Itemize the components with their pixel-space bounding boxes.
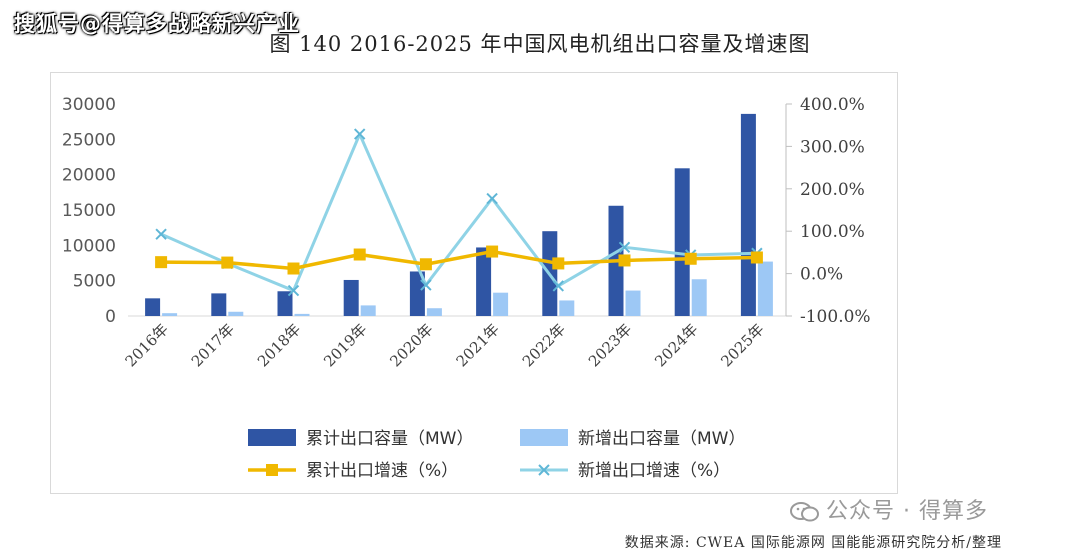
point-cumulative-growth bbox=[684, 252, 697, 265]
bar-cumulative bbox=[145, 298, 161, 316]
x-category-label: 2022年 bbox=[519, 320, 569, 370]
bar-cumulative bbox=[740, 113, 756, 316]
point-cumulative-growth bbox=[287, 262, 300, 275]
point-new-growth bbox=[486, 192, 498, 205]
line-cumulative-growth bbox=[161, 249, 757, 271]
y-right-tick-label: 200.0% bbox=[800, 180, 865, 200]
point-cumulative-growth bbox=[552, 257, 565, 270]
bar-cumulative bbox=[277, 291, 293, 316]
legend-swatch bbox=[248, 429, 296, 446]
x-category-label: 2024年 bbox=[651, 320, 701, 370]
point-cumulative-growth bbox=[419, 258, 432, 271]
x-category-label: 2019年 bbox=[320, 320, 370, 370]
point-cumulative-growth bbox=[353, 248, 366, 261]
y-right-tick-label: 0.0% bbox=[800, 265, 843, 285]
y-right-tick-label: 400.0% bbox=[800, 95, 865, 115]
x-category-label: 2023年 bbox=[585, 320, 635, 370]
legend-label: 新增出口容量（MW） bbox=[578, 429, 745, 449]
x-category-label: 2016年 bbox=[122, 320, 172, 370]
legend-swatch bbox=[520, 429, 568, 446]
y-right-tick-label: 100.0% bbox=[800, 222, 865, 242]
point-cumulative-growth bbox=[750, 251, 763, 264]
y-right-tick-label: 300.0% bbox=[800, 137, 865, 157]
chart-frame bbox=[50, 72, 898, 494]
bar-new bbox=[757, 261, 773, 316]
y-left-tick-label: 20000 bbox=[62, 166, 116, 186]
legend-marker bbox=[266, 464, 278, 476]
bar-cumulative bbox=[343, 279, 359, 316]
x-category-label: 2020年 bbox=[386, 320, 436, 370]
x-category-label: 2021年 bbox=[453, 320, 503, 370]
bar-new bbox=[691, 279, 707, 316]
bar-new bbox=[294, 313, 310, 316]
bar-cumulative bbox=[211, 293, 227, 316]
bar-new bbox=[228, 311, 244, 316]
x-category-label: 2025年 bbox=[717, 320, 767, 370]
legend-label: 新增出口增速（%） bbox=[578, 461, 730, 481]
watermark-bottom-text: 公众号 · 得算多 bbox=[826, 499, 988, 524]
point-new-growth bbox=[155, 228, 167, 240]
point-cumulative-growth bbox=[155, 256, 168, 269]
point-cumulative-growth bbox=[486, 245, 499, 258]
x-category-label: 2018年 bbox=[254, 320, 304, 370]
watermark-top: 搜狐号@得算多战略新兴产业 bbox=[14, 12, 300, 36]
y-left-tick-label: 30000 bbox=[62, 95, 116, 115]
bar-new bbox=[360, 305, 376, 316]
legend-label: 累计出口容量（MW） bbox=[306, 429, 473, 449]
line-new-growth bbox=[160, 132, 757, 293]
point-new-growth bbox=[287, 284, 300, 297]
bar-cumulative bbox=[476, 247, 492, 316]
bar-new bbox=[162, 313, 178, 316]
y-left-tick-label: 15000 bbox=[62, 201, 116, 221]
y-right-tick-label: -100.0% bbox=[800, 307, 871, 327]
point-cumulative-growth bbox=[618, 254, 631, 267]
bar-new bbox=[625, 290, 641, 316]
point-new-growth bbox=[552, 280, 565, 292]
y-left-tick-label: 25000 bbox=[62, 130, 116, 150]
bar-new bbox=[426, 308, 442, 316]
bar-cumulative bbox=[409, 271, 425, 316]
y-left-tick-label: 5000 bbox=[73, 272, 116, 292]
point-cumulative-growth bbox=[221, 256, 234, 269]
point-new-growth bbox=[353, 128, 366, 140]
source-note: 数据来源: CWEA 国际能源网 国能能源研究院分析/整理 bbox=[624, 535, 1002, 551]
bar-new bbox=[559, 300, 575, 316]
wechat-icon bbox=[790, 502, 819, 522]
point-new-growth bbox=[618, 241, 631, 254]
legend-label: 累计出口增速（%） bbox=[306, 461, 458, 481]
y-left-tick-label: 0 bbox=[105, 307, 116, 327]
x-category-label: 2017年 bbox=[188, 320, 238, 370]
y-left-tick-label: 10000 bbox=[62, 236, 116, 256]
point-new-growth bbox=[420, 279, 432, 291]
chart-title: 图 140 2016-2025 年中国风电机组出口容量及增速图 bbox=[269, 32, 811, 56]
legend-marker bbox=[538, 464, 550, 476]
bar-cumulative bbox=[674, 168, 690, 316]
watermark-bottom: 公众号 · 得算多 bbox=[790, 493, 988, 525]
bar-new bbox=[493, 292, 509, 316]
